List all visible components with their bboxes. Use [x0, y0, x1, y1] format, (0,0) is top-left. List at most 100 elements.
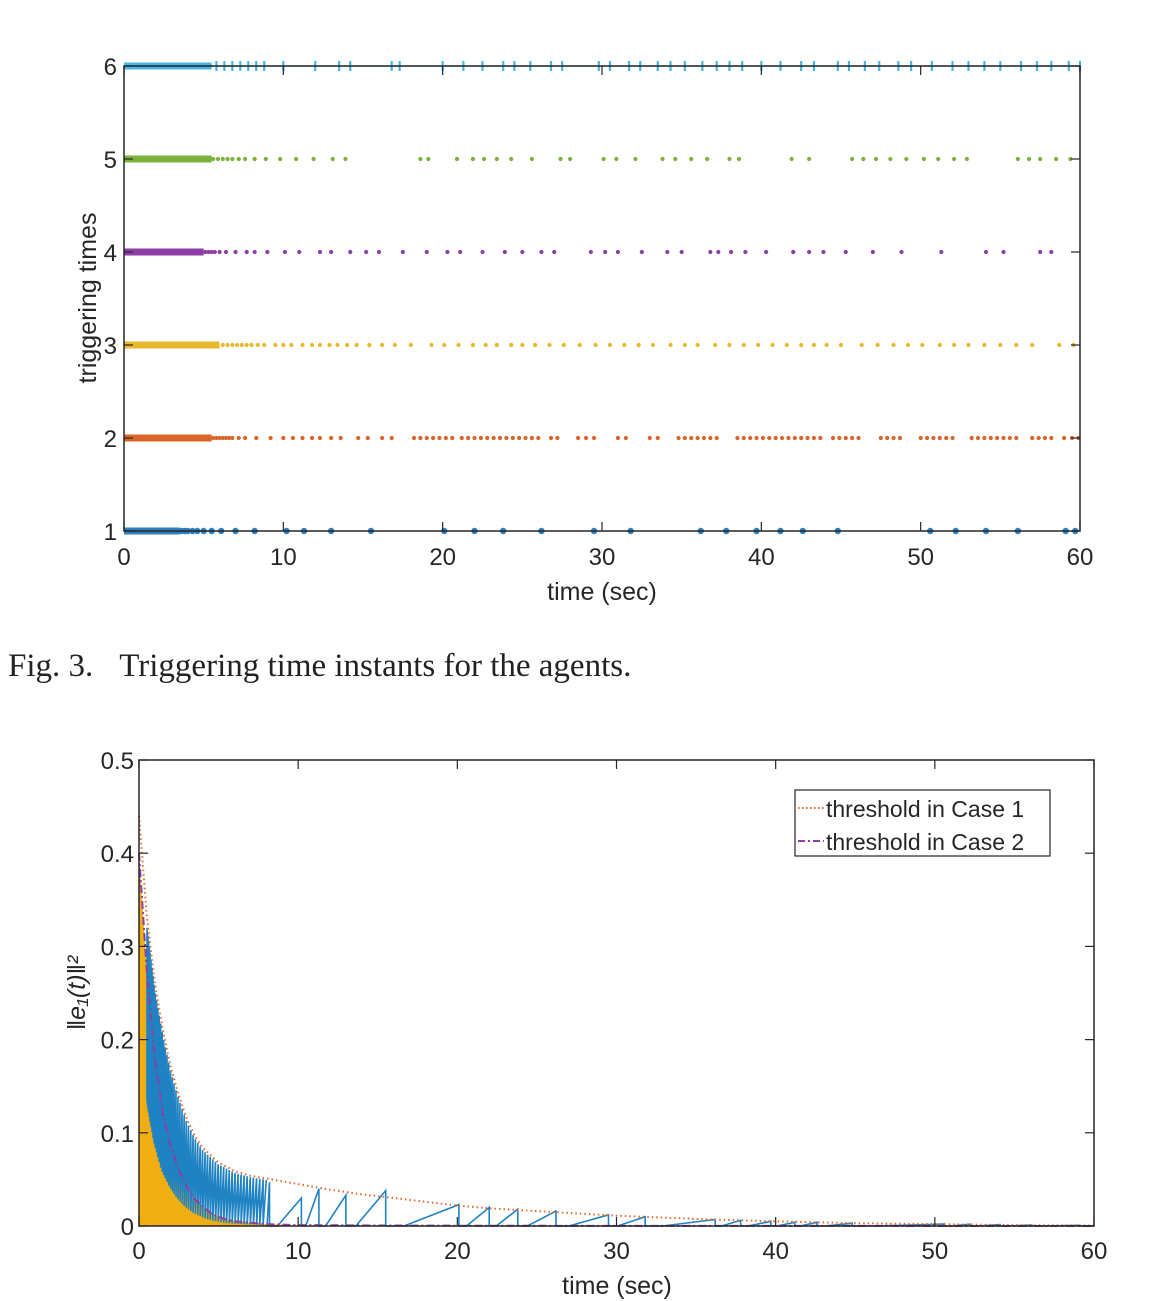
- agent-2-event: [510, 435, 515, 441]
- agent-2-event: [982, 435, 987, 441]
- agent-4-dense-events: [124, 248, 204, 256]
- threshold-case1-line: [138, 815, 1095, 1227]
- bottom-y-tick-label: 0.3: [101, 934, 134, 961]
- agent-5-event: [850, 156, 855, 162]
- caption-figure-label: Fig. 3.: [8, 648, 94, 684]
- agent-3-event: [470, 342, 476, 348]
- case2-error-fill: [139, 853, 283, 1226]
- agent-4-event: [265, 249, 270, 255]
- agent-2-event: [623, 435, 629, 441]
- agent-2-event: [356, 435, 361, 441]
- agent-2-event: [1014, 435, 1019, 441]
- agent-4-event: [1049, 249, 1054, 255]
- bottom-x-axis-label: time (sec): [562, 1272, 672, 1300]
- agent-2-event: [536, 435, 541, 441]
- top-x-tick-label: 10: [270, 544, 297, 571]
- top-x-tick-label: 30: [589, 544, 616, 571]
- agent-4-event: [209, 249, 214, 255]
- agent-3-event: [354, 342, 359, 348]
- agent-3-event: [225, 342, 230, 348]
- agent-2-event: [591, 435, 597, 441]
- agent-3-dense-events: [124, 341, 220, 349]
- agent-2-event: [220, 435, 225, 441]
- agent-5-event: [426, 156, 431, 162]
- agent-4-event: [252, 249, 257, 255]
- agent-2-event: [329, 435, 334, 441]
- agent-2-event: [944, 435, 949, 441]
- agent-2-event: [529, 435, 534, 441]
- agent-2-event: [818, 435, 823, 441]
- agent-2-event: [773, 435, 778, 441]
- agent-2-event: [811, 435, 817, 441]
- agent-3-event: [532, 342, 538, 348]
- agent-4-event: [203, 249, 208, 255]
- agent-2-event: [931, 435, 936, 441]
- agent-3-event: [230, 342, 235, 348]
- top-y-tick-label: 5: [104, 147, 117, 174]
- agent-4-event: [843, 249, 848, 255]
- bottom-x-tick-label: 50: [921, 1238, 948, 1265]
- agent-5-event: [220, 156, 225, 162]
- agent-2-event: [437, 435, 442, 441]
- agent-4-event: [821, 249, 826, 255]
- agent-5-event: [1015, 156, 1020, 162]
- bottom-x-tick-label: 40: [762, 1238, 789, 1265]
- agent-2-event: [805, 435, 810, 441]
- agent-2-event: [878, 435, 883, 441]
- agent-3-event: [824, 342, 829, 348]
- agent-3-event: [875, 342, 880, 348]
- agent-2-event: [497, 435, 503, 441]
- agent-4-event: [807, 249, 812, 255]
- agent-5-event: [904, 156, 909, 162]
- agent-5-event: [343, 156, 348, 162]
- agent-3-event: [998, 342, 1003, 348]
- agent-4-event: [791, 249, 796, 255]
- agent-2-event: [300, 435, 305, 441]
- agent-2-event: [1036, 435, 1041, 441]
- agent-2-event: [655, 435, 660, 441]
- agent-4-event: [1038, 249, 1043, 255]
- top-x-tick-label: 50: [907, 544, 934, 571]
- top-y-axis-label: triggering times: [74, 213, 102, 384]
- agent-5-event: [230, 156, 235, 162]
- agent-3-event: [483, 342, 488, 348]
- case1-error-sparse: [266, 1182, 1094, 1227]
- bottom-x-tick-label: 60: [1081, 1238, 1108, 1265]
- agent-2-event: [975, 435, 981, 441]
- agent-2-event: [701, 435, 707, 441]
- agent-5-event: [888, 156, 893, 162]
- agent-2-event: [1001, 435, 1006, 441]
- agent-2-event: [843, 435, 848, 441]
- top-ticks: 0 10 20 30 40 50 60 1 2 3 4 5 6: [104, 54, 1094, 571]
- agent-3-event: [838, 342, 844, 348]
- agent-3-event: [577, 342, 582, 348]
- agent-3-event: [1014, 342, 1019, 348]
- agent-4-event: [233, 249, 238, 255]
- agent-2-event: [918, 435, 923, 441]
- top-y-tick-label: 2: [104, 426, 117, 453]
- legend-label-case1: threshold in Case 1: [826, 796, 1024, 822]
- agent-4-event: [400, 249, 405, 255]
- bottom-y-tick-label: 0.2: [101, 1028, 134, 1055]
- agent-3-event: [244, 342, 249, 348]
- agent-2-event: [891, 435, 896, 441]
- agent-4-event: [502, 249, 507, 255]
- agent-2-event: [478, 435, 484, 441]
- agent-3-event: [281, 342, 286, 348]
- agent-4-event: [445, 249, 450, 255]
- agent-3-event: [713, 342, 718, 348]
- agent-4-event: [743, 249, 748, 255]
- agent-3-event: [891, 342, 896, 348]
- agent-3-event: [799, 342, 804, 348]
- figure-caption: Fig. 3. Triggering time instants for the …: [8, 648, 631, 685]
- agent-4-event: [870, 249, 875, 255]
- top-x-axis-label: time (sec): [547, 578, 657, 606]
- agent-2-event: [472, 435, 477, 441]
- agent-2-event: [1061, 435, 1067, 441]
- agent-5-event: [1054, 156, 1059, 162]
- agent-5-event: [263, 156, 268, 162]
- bottom-y-tick-label: 0: [121, 1214, 134, 1241]
- agent-3-event: [335, 342, 340, 348]
- agent-5-event: [481, 156, 487, 162]
